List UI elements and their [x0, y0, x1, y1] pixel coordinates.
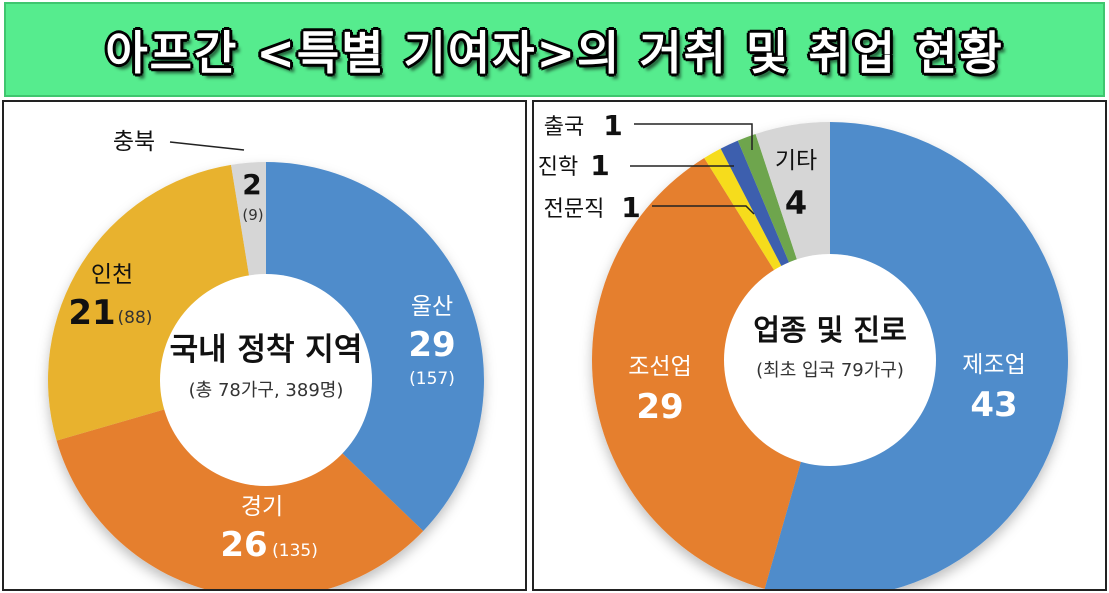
slice-value-departure: 1	[603, 109, 622, 142]
donut-hole	[160, 274, 372, 486]
slice-label-professional: 전문직	[544, 197, 605, 222]
region-donut-chart: 국내 정착 지역 (총 78가구, 389명) 울산 29 (157) 경기 2…	[48, 129, 485, 589]
slice-value-incheon: 21	[68, 293, 115, 333]
industry-donut-chart: 업종 및 진로 (최초 입국 79가구) 제조업 43 조선업 29 기타 4 …	[538, 109, 1068, 589]
chart-title: 업종 및 진로	[753, 313, 907, 347]
slice-sub-gyeonggi: (135)	[272, 541, 318, 561]
slice-label-ulsan: 울산	[411, 294, 453, 320]
slice-label-other: 기타	[775, 148, 817, 174]
slice-label-departure: 출국	[544, 115, 584, 140]
slice-label-manufacturing: 제조업	[962, 352, 1025, 378]
slice-label-chungbuk: 충북	[113, 129, 155, 155]
slice-value-other: 4	[785, 184, 807, 222]
slice-label-education: 진학	[538, 155, 578, 180]
leader-line	[169, 141, 245, 151]
leader-professional	[652, 205, 755, 215]
slice-value-chungbuk: 2	[242, 168, 261, 201]
slice-value-shipbuilding: 29	[636, 387, 683, 427]
leader-departure	[634, 123, 753, 150]
chart-subtitle: (최초 입국 79가구)	[756, 360, 904, 381]
slice-value-professional: 1	[621, 191, 640, 224]
slice-sub-chungbuk: (9)	[242, 206, 263, 224]
slice-value-education: 1	[590, 149, 609, 182]
donut-slice-1	[56, 380, 424, 589]
page-title: 아프간 <특별 기여자>의 거취 및 취업 현황	[105, 25, 1004, 80]
chart-subtitle: (총 78가구, 389명)	[189, 380, 344, 401]
donut-slice-0	[266, 162, 485, 532]
slice-label-gyeonggi: 경기	[241, 494, 283, 520]
slice-value-ulsan: 29	[408, 325, 455, 365]
slice-label-incheon: 인천	[91, 262, 133, 288]
donut-hole	[724, 254, 936, 466]
region-chart-panel: 국내 정착 지역 (총 78가구, 389명) 울산 29 (157) 경기 2…	[2, 100, 527, 591]
industry-chart-panel: 업종 및 진로 (최초 입국 79가구) 제조업 43 조선업 29 기타 4 …	[532, 100, 1107, 591]
donut-slice-1	[591, 157, 830, 589]
slice-sub-incheon: (88)	[118, 308, 153, 328]
slice-label-shipbuilding: 조선업	[628, 354, 691, 380]
slice-sub-ulsan: (157)	[409, 369, 455, 389]
chart-title: 국내 정착 지역	[170, 332, 363, 368]
title-banner: 아프간 <특별 기여자>의 거취 및 취업 현황	[4, 2, 1105, 97]
slice-value-manufacturing: 43	[970, 385, 1017, 425]
slice-value-gyeonggi: 26	[220, 525, 267, 565]
